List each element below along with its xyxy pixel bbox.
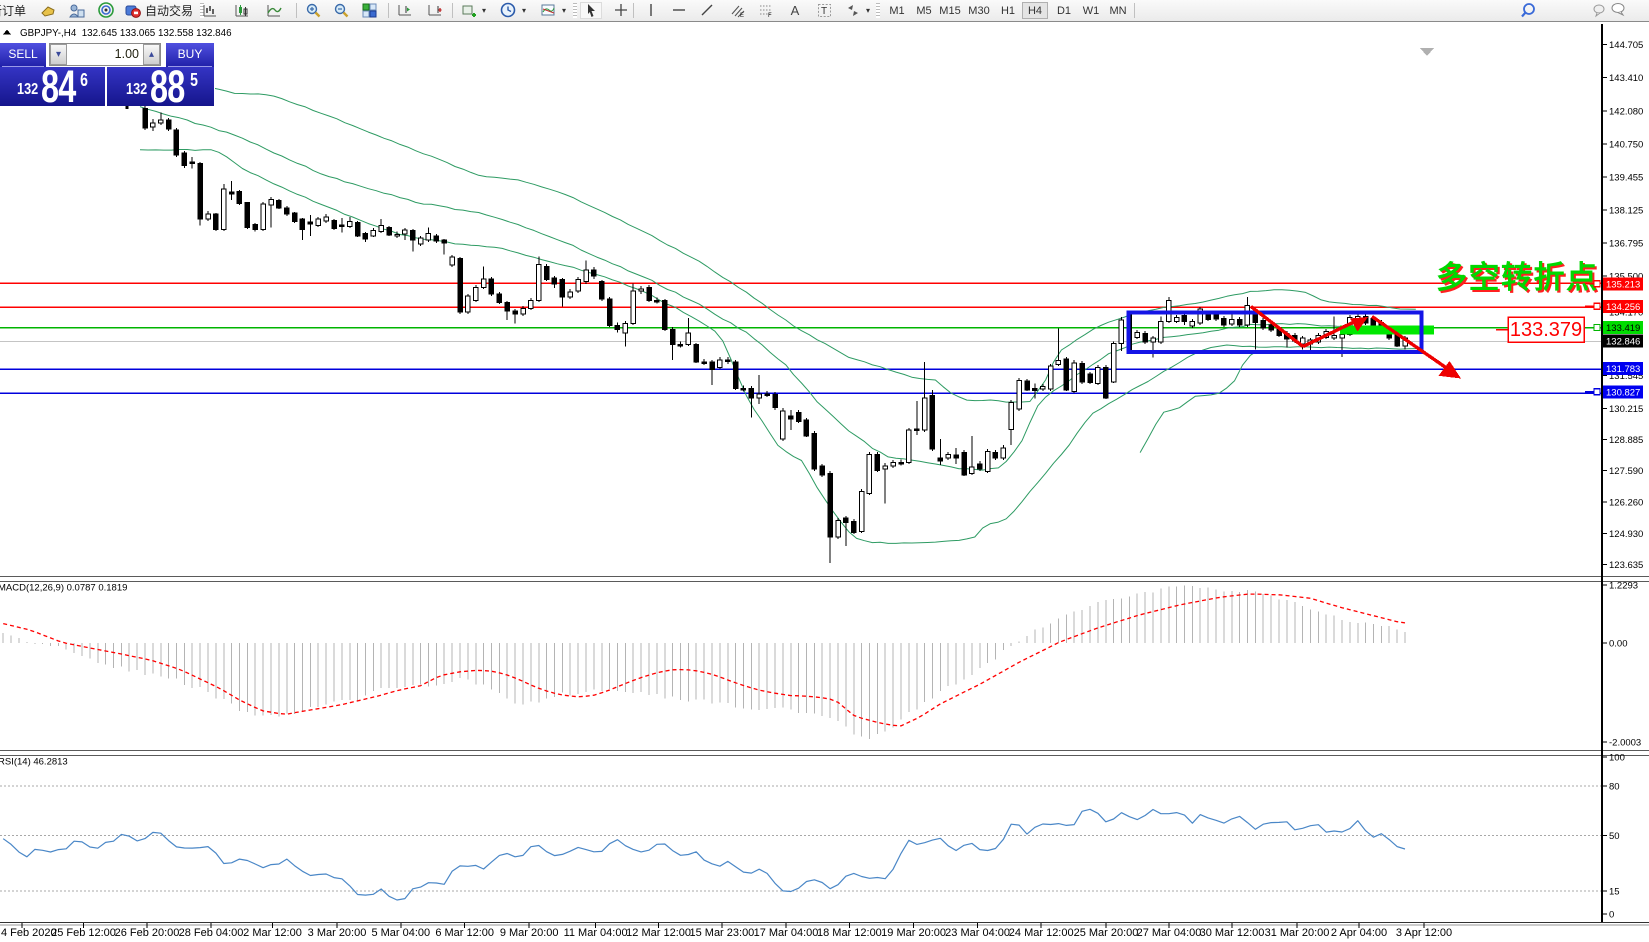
svg-text:2 Mar 12:00: 2 Mar 12:00 (243, 927, 302, 939)
svg-text:133.419: 133.419 (1606, 323, 1640, 334)
svg-text:3 Mar 20:00: 3 Mar 20:00 (308, 927, 367, 939)
svg-text:131.783: 131.783 (1606, 364, 1640, 375)
svg-text:142.080: 142.080 (1609, 107, 1643, 118)
svg-text:127.590: 127.590 (1609, 466, 1643, 477)
svg-text:F: F (768, 13, 772, 19)
svg-text:139.455: 139.455 (1609, 172, 1643, 183)
svg-text:3 Apr 12:00: 3 Apr 12:00 (1396, 927, 1452, 939)
svg-text:1.2293: 1.2293 (1609, 581, 1638, 592)
svg-text:123.635: 123.635 (1609, 560, 1643, 571)
svg-text:6 Mar 12:00: 6 Mar 12:00 (435, 927, 494, 939)
svg-text:15 Mar 23:00: 15 Mar 23:00 (689, 927, 754, 939)
svg-text:144.705: 144.705 (1609, 40, 1643, 51)
svg-text:17 Mar 04:00: 17 Mar 04:00 (754, 927, 819, 939)
svg-text:26 Feb 20:00: 26 Feb 20:00 (115, 927, 180, 939)
svg-text:135.500: 135.500 (1609, 271, 1643, 282)
svg-text:4 Feb 2020: 4 Feb 2020 (1, 927, 57, 939)
svg-text:T: T (821, 6, 827, 17)
svg-text:RSI(14) 46.2813: RSI(14) 46.2813 (0, 757, 68, 768)
svg-text:30 Mar 12:00: 30 Mar 12:00 (1200, 927, 1265, 939)
svg-text:多空转折点: 多空转折点 (1436, 260, 1599, 295)
svg-text:15: 15 (1609, 887, 1620, 898)
svg-text:23 Mar 04:00: 23 Mar 04:00 (945, 927, 1010, 939)
svg-text:MACD(12,26,9) 0.0787 0.1819: MACD(12,26,9) 0.0787 0.1819 (0, 583, 127, 594)
svg-text:131.545: 131.545 (1609, 371, 1643, 382)
svg-text:GBPJPY-,H4 132.645 133.065 13: GBPJPY-,H4 132.645 133.065 132.558 132.8… (20, 28, 232, 39)
svg-text:130.827: 130.827 (1606, 387, 1640, 398)
svg-text:27 Mar 04:00: 27 Mar 04:00 (1137, 927, 1202, 939)
svg-text:128.885: 128.885 (1609, 435, 1643, 446)
svg-text:124.930: 124.930 (1609, 529, 1643, 540)
svg-text:135.213: 135.213 (1606, 279, 1640, 290)
svg-text:多空转折点: 多空转折点 (1438, 262, 1601, 297)
svg-text:12 Mar 12:00: 12 Mar 12:00 (626, 927, 691, 939)
svg-text:132.846: 132.846 (1606, 337, 1640, 348)
svg-text:31 Mar 20:00: 31 Mar 20:00 (1265, 927, 1330, 939)
svg-text:19 Mar 20:00: 19 Mar 20:00 (881, 927, 946, 939)
svg-text:140.750: 140.750 (1609, 139, 1643, 150)
svg-text:133.379: 133.379 (1510, 319, 1582, 341)
svg-text:9 Mar 20:00: 9 Mar 20:00 (500, 927, 559, 939)
svg-text:25 Mar 20:00: 25 Mar 20:00 (1074, 927, 1139, 939)
svg-text:100: 100 (1609, 753, 1625, 764)
svg-text:25 Feb 12:00: 25 Feb 12:00 (51, 927, 116, 939)
svg-text:126.260: 126.260 (1609, 497, 1643, 508)
svg-text:134.256: 134.256 (1606, 302, 1640, 313)
svg-text:138.125: 138.125 (1609, 206, 1643, 217)
svg-text:28 Feb 04:00: 28 Feb 04:00 (179, 927, 244, 939)
svg-text:24 Mar 12:00: 24 Mar 12:00 (1009, 927, 1074, 939)
svg-text:136.795: 136.795 (1609, 239, 1643, 250)
svg-text:0: 0 (1609, 910, 1614, 921)
svg-text:143.410: 143.410 (1609, 73, 1643, 84)
svg-text:-2.0003: -2.0003 (1609, 738, 1641, 749)
svg-text:2 Apr 04:00: 2 Apr 04:00 (1331, 927, 1387, 939)
svg-text:18 Mar 12:00: 18 Mar 12:00 (817, 927, 882, 939)
svg-text:50: 50 (1609, 831, 1620, 842)
svg-text:11 Mar 04:00: 11 Mar 04:00 (564, 927, 628, 939)
svg-text:5 Mar 04:00: 5 Mar 04:00 (371, 927, 430, 939)
svg-text:130.215: 130.215 (1609, 404, 1643, 415)
svg-text:0.00: 0.00 (1609, 639, 1628, 650)
svg-text:E: E (740, 13, 744, 19)
svg-text:80: 80 (1609, 782, 1620, 793)
